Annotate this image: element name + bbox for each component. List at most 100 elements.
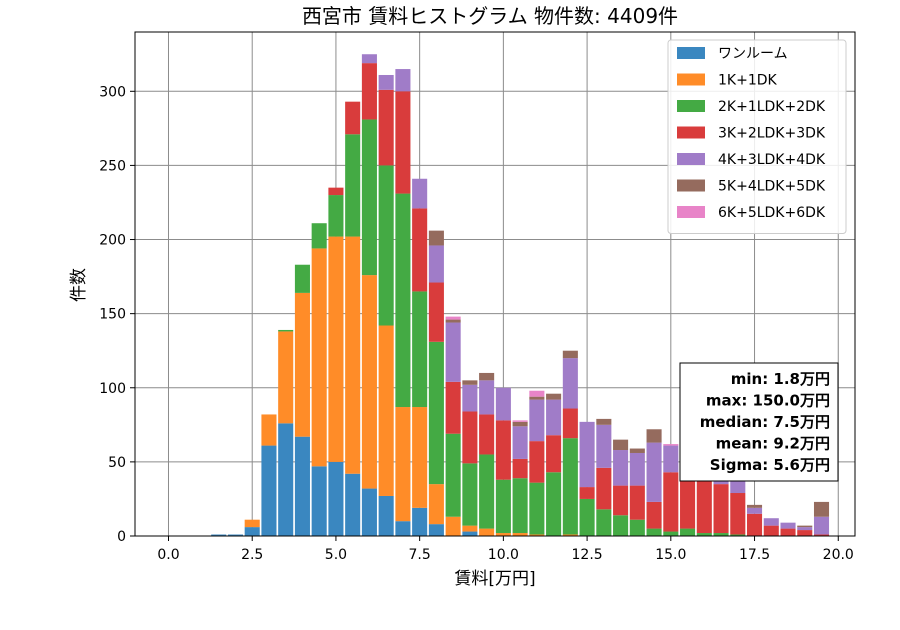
bar-4-34 [730,478,746,494]
bar-3-29 [646,501,662,529]
bar-3-12 [361,63,377,120]
bar-1-8 [294,292,310,437]
legend: ワンルーム 1K+1DK 2K+1LDK+2DK 3K+2LDK+3DK 4K+3LDK… [667,39,847,234]
x-tick-label-4: 10.0 [488,547,519,563]
bar-4-36 [763,518,779,526]
bar-3-17 [445,381,461,434]
bar-2-23 [546,472,562,536]
bar-3-31 [680,472,696,529]
bar-1-24 [562,534,578,536]
bar-4-20 [495,387,511,421]
bar-3-35 [747,513,763,536]
bar-4-17 [445,322,461,382]
y-tick-label-5: 250 [99,158,126,174]
bar-2-16 [428,341,444,485]
bar-2-33 [713,533,729,536]
bar-3-21 [512,458,528,479]
bar-1-6 [261,414,277,446]
bar-2-11 [345,134,361,237]
bar-3-16 [428,282,444,342]
stats-box: min: 1.8万円 max: 150.0万円 median: 7.5万円 mean:… [679,362,839,482]
bar-4-18 [462,384,478,412]
chart-title: 西宮市 賃料ヒストグラム 物件数: 4409件 [302,4,678,28]
legend-label-3: 3K+2LDK+3DK [718,126,826,142]
bar-3-28 [629,485,645,520]
bar-1-12 [361,275,377,489]
bar-5-23 [546,393,562,400]
bar-0-13 [378,495,394,536]
legend-swatch-5 [677,179,705,192]
legend-label-1: 1K+1DK [718,73,778,89]
bar-3-23 [546,435,562,473]
bar-0-18 [462,531,478,536]
bar-1-20 [495,533,511,536]
y-tick-label-3: 150 [99,307,126,323]
bar-1-15 [412,407,428,508]
bar-3-26 [596,467,612,510]
bar-2-17 [445,433,461,517]
bar-1-18 [462,525,478,532]
bar-4-16 [428,245,444,283]
legend-swatch-4 [677,153,705,165]
bar-2-25 [579,498,595,536]
legend-label-5: 5K+4LDK+5DK [718,179,826,195]
y-axis-label: 件数 [69,268,89,302]
bar-3-24 [562,408,578,439]
legend-label-0: ワンルーム [718,46,788,62]
y-tick-label-0: 0 [117,529,126,545]
bar-2-19 [479,454,495,529]
bar-3-18 [462,411,478,464]
bar-4-28 [629,452,645,486]
y-tick-label-6: 300 [99,84,126,100]
x-axis-ticks: 0.0 2.5 5.0 7.5 10.0 12.5 15.0 17.5 20.0 [157,536,854,563]
bar-5-16 [428,230,444,246]
bar-3-36 [763,525,779,536]
bar-2-7 [278,329,294,332]
bar-2-8 [294,264,310,293]
legend-swatch-1 [677,73,705,86]
bar-3-37 [780,528,796,536]
bar-3-27 [613,485,629,516]
bar-1-5 [244,519,260,528]
x-tick-label-0: 0.0 [157,547,179,563]
bar-3-32 [696,476,712,534]
bar-5-21 [512,421,528,427]
bar-3-14 [395,91,411,194]
bar-1-22 [529,534,545,536]
bar-2-22 [529,482,545,535]
bar-3-19 [479,414,495,455]
stats-line-3: mean: 9.2万円 [716,435,830,453]
bar-5-24 [562,350,578,359]
stats-box-frame [679,362,839,482]
stats-line-1: max: 150.0万円 [706,392,830,410]
x-tick-label-6: 15.0 [655,547,686,563]
bar-5-38 [797,525,813,528]
x-tick-label-7: 17.5 [739,547,770,563]
bar-2-14 [395,193,411,408]
bar-1-9 [311,248,327,467]
bar-4-19 [479,380,495,415]
bar-2-31 [680,528,696,536]
bar-5-22 [529,396,545,400]
bar-2-9 [311,223,327,249]
bar-0-16 [428,524,444,536]
stats-line-0: min: 1.8万円 [731,370,830,388]
bar-0-7 [278,423,294,536]
bar-1-17 [445,516,461,536]
bar-2-18 [462,463,478,526]
bar-4-21 [512,426,528,459]
bar-1-21 [512,533,528,536]
bar-4-37 [780,522,796,529]
x-tick-label-2: 5.0 [325,547,347,563]
bar-3-34 [730,493,746,535]
x-tick-label-1: 2.5 [241,547,263,563]
bar-3-10 [328,187,344,196]
y-axis-ticks: 0 50 100 150 200 250 300 [99,84,135,545]
bar-2-13 [378,165,394,326]
bar-2-34 [730,534,746,536]
bar-1-16 [428,484,444,525]
bar-6-17 [445,316,461,320]
bar-0-8 [294,436,310,536]
bar-3-33 [713,484,729,534]
